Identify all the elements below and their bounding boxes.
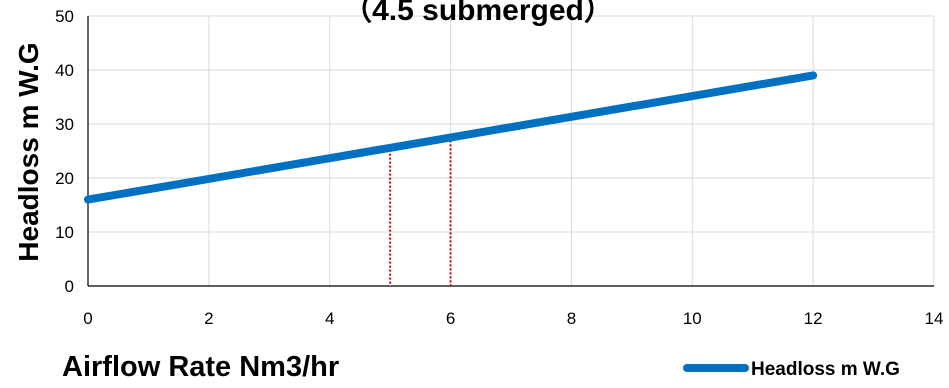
x-axis-title: Airflow Rate Nm3/hr [62,351,339,383]
y-tick-label: 10 [55,223,74,242]
reference-lines [389,136,452,286]
legend-label: Headloss m W.G [751,359,900,380]
grid [88,15,935,286]
x-tick-label: 8 [567,309,576,328]
x-tick-label: 10 [683,309,702,328]
tick-labels: 0 2 4 6 8 10 12 14 0 10 20 30 40 50 [55,7,943,328]
legend: Headloss m W.G [683,359,900,380]
x-tick-label: 0 [83,309,92,328]
y-tick-label: 20 [55,169,74,188]
y-tick-label: 40 [55,61,74,80]
y-tick-label: 30 [55,115,74,134]
series-line [84,71,818,204]
y-tick-label: 0 [65,277,74,296]
x-tick-label: 12 [804,309,823,328]
series [84,71,818,204]
x-tick-label: 2 [204,309,213,328]
axes [87,16,934,287]
x-tick-label: 6 [446,309,455,328]
x-tick-label: 14 [925,309,944,328]
chart-title: （4.5 submerged） [342,0,614,27]
y-axis-title: Headloss m W.G [13,42,44,261]
y-tick-label: 50 [55,7,74,26]
x-tick-label: 4 [325,309,334,328]
